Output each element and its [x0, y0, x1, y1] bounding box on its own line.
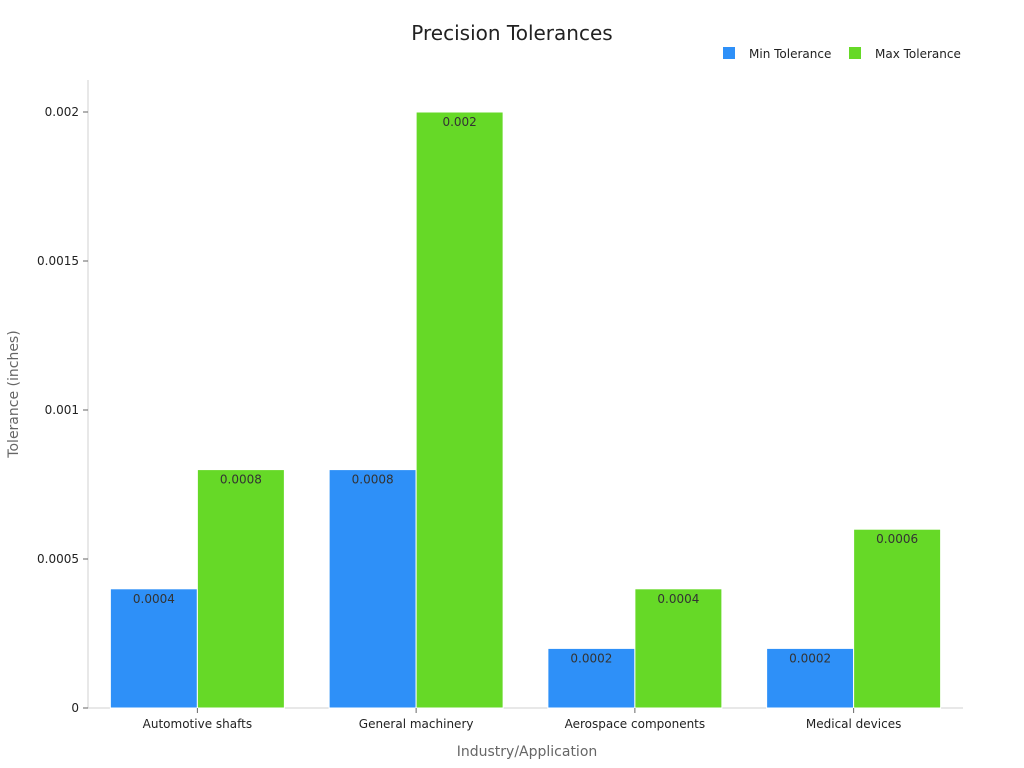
bar [109, 588, 198, 709]
x-axis-label: Industry/Application [457, 744, 598, 760]
bar [415, 111, 504, 709]
x-tick-label: Aerospace components [565, 717, 706, 731]
bar-data-label: 0.0008 [220, 473, 262, 487]
legend-label-min: Min Tolerance [749, 47, 831, 61]
bar [634, 588, 723, 709]
bar [766, 647, 855, 709]
x-tick-label: Medical devices [806, 717, 901, 731]
bar-data-label: 0.0004 [657, 592, 699, 606]
y-axis-label: Tolerance (inches) [6, 330, 22, 458]
chart-title: Precision Tolerances [411, 21, 612, 45]
y-tick-label: 0.0015 [37, 254, 79, 268]
bar [853, 528, 942, 709]
bar-data-label: 0.0002 [570, 651, 612, 665]
bar-data-label: 0.0008 [352, 473, 394, 487]
legend-label-max: Max Tolerance [875, 47, 961, 61]
y-tick-label: 0 [71, 701, 79, 715]
bar [328, 469, 417, 709]
plot-area: 0 0.0005 0.001 0.0015 0.002 0.0004 0.0008 Autom… [37, 80, 963, 731]
bar-data-label: 0.002 [442, 115, 476, 129]
bar [196, 469, 285, 709]
x-tick-label: Automotive shafts [143, 717, 252, 731]
x-tick-label: General machinery [359, 717, 474, 731]
bar-data-label: 0.0004 [133, 592, 175, 606]
legend-swatch-max [849, 47, 861, 59]
y-tick-label: 0.002 [45, 105, 79, 119]
legend: Min Tolerance Max Tolerance [723, 47, 961, 61]
bar-data-label: 0.0006 [876, 532, 918, 546]
y-tick-label: 0.001 [45, 403, 79, 417]
y-tick-label: 0.0005 [37, 552, 79, 566]
bar-data-label: 0.0002 [789, 651, 831, 665]
legend-swatch-min [723, 47, 735, 59]
